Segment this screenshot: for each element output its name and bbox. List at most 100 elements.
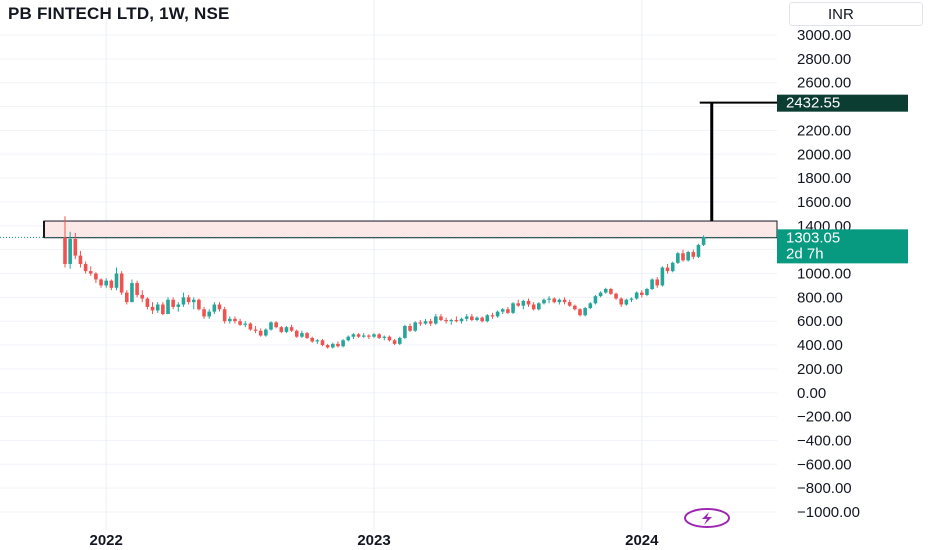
x-tick-label: 2023: [357, 532, 390, 549]
y-tick-label: 600.00: [797, 313, 843, 330]
candle-body: [315, 340, 320, 342]
candle-body: [593, 296, 598, 304]
candle-body: [294, 330, 299, 337]
candle-body: [217, 304, 222, 310]
candle-body: [191, 299, 196, 303]
candle-body: [480, 317, 484, 322]
candle-body: [336, 343, 340, 347]
candle-body: [284, 327, 289, 332]
candle-body: [547, 298, 551, 300]
candle-body: [583, 308, 587, 316]
candle-body: [470, 316, 474, 321]
candle-body: [624, 299, 629, 305]
lightning-bolt-icon: [702, 512, 712, 525]
candle-body: [238, 321, 242, 325]
candle-body: [186, 297, 191, 303]
candle-body: [485, 315, 490, 322]
candle-body: [166, 299, 170, 315]
candle-body: [408, 325, 412, 331]
time-axis[interactable]: 2022 2023 2024: [90, 532, 660, 549]
countdown-label: 2d 7h: [786, 245, 824, 262]
candle-body: [274, 322, 278, 328]
candle-body: [537, 303, 541, 310]
candle-body: [490, 315, 495, 317]
candle-body: [305, 333, 309, 338]
candle-body: [212, 304, 217, 312]
candle-body: [397, 337, 402, 344]
candle-body: [310, 337, 314, 342]
price-axis[interactable]: 3000.002800.002600.002400.002200.002000.…: [797, 27, 860, 521]
candle-body: [233, 318, 237, 322]
candle-body: [150, 306, 155, 311]
candle-body: [155, 304, 160, 311]
y-tick-label: 800.00: [797, 289, 843, 306]
candle-body: [434, 316, 438, 324]
candle-body: [197, 299, 201, 310]
candle-body: [521, 300, 526, 306]
candle-body: [676, 253, 680, 263]
candle-body: [99, 279, 103, 286]
y-tick-label: 0.00: [797, 385, 826, 402]
y-tick-label: 2600.00: [797, 75, 851, 92]
current-price-badge: [777, 229, 908, 264]
candle-body: [361, 335, 366, 337]
candle-body: [145, 298, 150, 307]
candle-body: [392, 340, 397, 344]
candle-body: [109, 280, 114, 288]
candle-body: [63, 237, 67, 264]
candle-body: [181, 297, 186, 305]
candle-body: [351, 334, 356, 337]
candle-body: [68, 238, 72, 264]
y-tick-label: −800.00: [797, 480, 852, 497]
currency-button[interactable]: INR: [789, 2, 923, 26]
candle-body: [562, 299, 567, 303]
chart-grid: [0, 0, 777, 530]
candle-body: [253, 329, 258, 331]
candle-body: [681, 253, 685, 261]
candle-body: [367, 335, 371, 337]
candle-body: [207, 311, 211, 317]
target-price-label: 2432.55: [786, 95, 840, 112]
lightning-logo-icon: [684, 508, 730, 528]
candle-body: [655, 279, 660, 286]
candle-body: [104, 280, 108, 286]
candle-body: [119, 273, 124, 293]
y-tick-label: 1800.00: [797, 170, 851, 187]
candle-body: [78, 255, 83, 264]
current-price-label: 1303.05: [786, 229, 840, 246]
candle-body: [202, 309, 206, 317]
candle-body: [526, 300, 531, 305]
candle-body: [413, 322, 417, 331]
candle-body: [176, 304, 181, 307]
candle-body: [686, 252, 690, 261]
candle-body: [258, 330, 263, 336]
y-tick-label: 1600.00: [797, 194, 851, 211]
candle-body: [269, 322, 273, 330]
candle-body: [603, 289, 608, 293]
candle-body: [88, 271, 93, 274]
chart-title: PB FINTECH LTD, 1W, NSE: [8, 4, 230, 23]
candle-body: [248, 323, 253, 330]
candle-body: [598, 292, 603, 297]
candle-body: [670, 262, 675, 272]
candle-body: [459, 318, 464, 322]
y-tick-label: 3000.00: [797, 27, 851, 44]
candle-body: [567, 302, 572, 306]
candle-body: [691, 252, 696, 257]
x-tick-label: 2022: [90, 532, 123, 549]
y-tick-label: −200.00: [797, 409, 852, 426]
candle-body: [346, 336, 351, 341]
candle-body: [418, 322, 423, 324]
candle-body: [516, 303, 520, 306]
candle-body: [696, 244, 701, 257]
candle-body: [464, 316, 469, 319]
candle-body: [552, 298, 557, 303]
candle-body: [372, 334, 376, 337]
candle-body: [500, 309, 505, 312]
x-tick-label: 2024: [625, 532, 659, 549]
candle-body: [578, 309, 582, 316]
candle-body: [320, 340, 325, 346]
target-projection: [699, 101, 777, 222]
candle-body: [73, 238, 78, 256]
